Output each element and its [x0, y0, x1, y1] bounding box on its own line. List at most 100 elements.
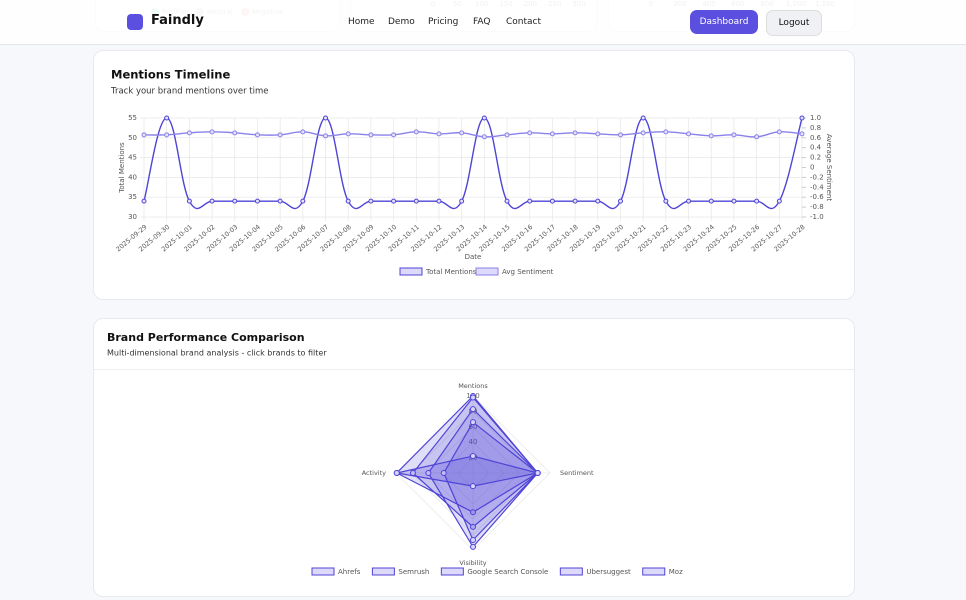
point: [686, 198, 692, 204]
point: [481, 115, 487, 121]
point: [754, 198, 760, 204]
axis-label: Sentiment: [560, 469, 594, 477]
y-tick-label: 45: [128, 154, 137, 162]
y2-tick-label: -0.8: [810, 203, 824, 211]
y2-tick-label: 0.4: [810, 144, 822, 152]
point: [572, 130, 578, 136]
point: [300, 198, 306, 204]
legend-label[interactable]: Ubersuggest: [586, 568, 631, 576]
divider: [94, 369, 854, 370]
point: [254, 132, 260, 138]
nav-link[interactable]: Contact: [506, 17, 542, 27]
point: [731, 132, 737, 138]
legend-swatch[interactable]: [311, 567, 335, 576]
axis-label: Activity: [362, 469, 386, 477]
point: [708, 133, 714, 139]
point: [799, 115, 805, 121]
point: [686, 131, 692, 137]
point: [323, 133, 329, 139]
legend-label[interactable]: Avg Sentiment: [502, 268, 554, 276]
point: [663, 129, 669, 135]
chart-title: Brand Performance Comparison: [107, 331, 305, 344]
point: [368, 132, 374, 138]
y-tick-label: 55: [128, 114, 137, 122]
point: [534, 470, 541, 476]
point: [232, 198, 238, 204]
legend-swatch[interactable]: [642, 567, 666, 576]
point: [232, 130, 238, 136]
point: [470, 483, 476, 490]
point: [595, 198, 601, 204]
point: [549, 198, 555, 204]
y2-tick-label: -0.6: [810, 193, 824, 201]
point: [436, 131, 442, 137]
y2-tick-label: -0.4: [810, 183, 824, 191]
y2-tick-label: -1.0: [810, 213, 824, 221]
point: [504, 198, 510, 204]
brand[interactable]: Faindly: [151, 13, 204, 28]
nav-link[interactable]: Demo: [388, 17, 415, 27]
y2-tick-label: 0: [810, 164, 814, 172]
legend-label[interactable]: Total Mentions: [425, 268, 477, 276]
point: [413, 198, 419, 204]
point: [277, 132, 283, 138]
logout-button[interactable]: Logout: [766, 10, 822, 36]
point: [640, 130, 646, 136]
point: [459, 198, 465, 204]
nav-link[interactable]: Home: [348, 17, 375, 27]
point: [799, 131, 805, 137]
y2-axis-label: Average Sentiment: [825, 134, 833, 201]
point: [345, 198, 351, 204]
point: [345, 131, 351, 137]
series-line: [143, 117, 803, 210]
point: [470, 419, 476, 426]
point: [776, 198, 782, 204]
header: Faindly Home Demo Pricing FAQ Contact Da…: [0, 0, 966, 45]
point: [391, 198, 397, 204]
point: [754, 134, 760, 140]
point: [470, 523, 476, 530]
legend-label[interactable]: Google Search Console: [467, 568, 548, 576]
point: [470, 509, 476, 516]
nav-link[interactable]: FAQ: [473, 17, 491, 27]
point: [425, 470, 432, 476]
dashboard-button[interactable]: Dashboard: [690, 10, 758, 34]
point: [527, 130, 533, 136]
point: [708, 198, 714, 204]
point: [440, 470, 447, 476]
legend-swatch[interactable]: [440, 567, 464, 576]
point: [413, 129, 419, 135]
point: [186, 130, 192, 136]
legend-swatch[interactable]: [559, 567, 583, 576]
point: [436, 198, 442, 204]
legend-swatch[interactable]: [371, 567, 395, 576]
point: [504, 132, 510, 138]
point: [617, 198, 623, 204]
logo[interactable]: [127, 14, 143, 30]
y2-tick-label: 1.0: [810, 114, 821, 122]
point: [209, 129, 215, 135]
point: [368, 198, 374, 204]
legend-label[interactable]: Ahrefs: [338, 568, 361, 576]
point: [470, 536, 476, 543]
axis-label: Visibility: [459, 559, 486, 567]
y2-tick-label: 0.2: [810, 154, 821, 162]
point: [617, 132, 623, 138]
y-tick-label: 40: [128, 173, 137, 181]
point: [254, 198, 260, 204]
y-tick-label: 35: [128, 193, 137, 201]
point: [470, 406, 476, 413]
point: [470, 394, 476, 401]
nav-link[interactable]: Pricing: [428, 17, 459, 27]
legend-swatch[interactable]: [399, 267, 423, 276]
legend-label[interactable]: Semrush: [398, 568, 429, 576]
legend-label[interactable]: Moz: [669, 568, 683, 576]
y2-tick-label: 0.8: [810, 124, 821, 132]
y2-tick-label: -0.2: [810, 173, 824, 181]
x-axis-label: Date: [465, 253, 482, 261]
point: [141, 132, 147, 138]
point: [470, 453, 476, 460]
legend-swatch[interactable]: [475, 267, 499, 276]
